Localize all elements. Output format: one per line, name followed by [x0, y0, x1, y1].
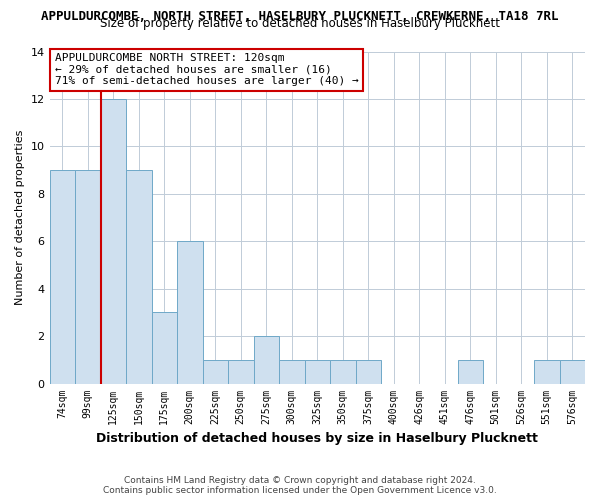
Bar [50, 170, 75, 384]
Bar [458, 360, 483, 384]
Bar [203, 360, 228, 384]
Bar [305, 360, 330, 384]
Bar [101, 99, 126, 384]
Bar [330, 360, 356, 384]
Bar [254, 336, 279, 384]
Bar [152, 312, 177, 384]
Bar [126, 170, 152, 384]
Y-axis label: Number of detached properties: Number of detached properties [15, 130, 25, 305]
Bar [75, 170, 101, 384]
Bar [534, 360, 560, 384]
Bar [279, 360, 305, 384]
Text: APPULDURCOMBE NORTH STREET: 120sqm
← 29% of detached houses are smaller (16)
71%: APPULDURCOMBE NORTH STREET: 120sqm ← 29%… [55, 53, 359, 86]
Bar [560, 360, 585, 384]
Bar [356, 360, 381, 384]
Bar [228, 360, 254, 384]
Text: Size of property relative to detached houses in Haselbury Plucknett: Size of property relative to detached ho… [100, 18, 500, 30]
Text: Contains HM Land Registry data © Crown copyright and database right 2024.
Contai: Contains HM Land Registry data © Crown c… [103, 476, 497, 495]
X-axis label: Distribution of detached houses by size in Haselbury Plucknett: Distribution of detached houses by size … [97, 432, 538, 445]
Bar [177, 241, 203, 384]
Text: APPULDURCOMBE, NORTH STREET, HASELBURY PLUCKNETT, CREWKERNE, TA18 7RL: APPULDURCOMBE, NORTH STREET, HASELBURY P… [41, 10, 559, 23]
